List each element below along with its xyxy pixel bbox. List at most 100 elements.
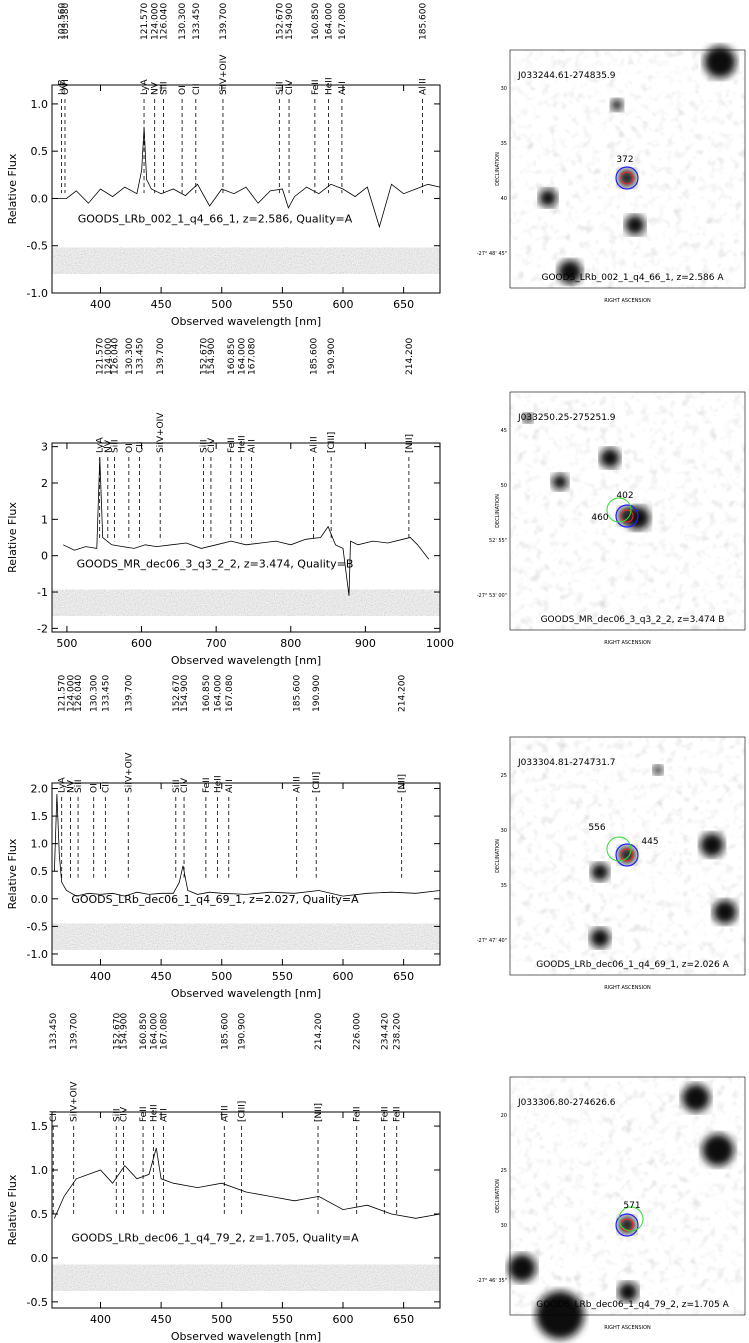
ion-label: HeII <box>325 77 335 95</box>
cutout-frame <box>509 391 746 631</box>
rest-wavelength: 164.000 <box>213 675 223 712</box>
x-tick-label: 450 <box>151 970 172 983</box>
cutout-frame <box>509 1076 746 1316</box>
cutout-frame <box>509 49 746 289</box>
x-tick-label: 400 <box>90 298 111 311</box>
rest-wavelength: 139.700 <box>70 1013 80 1050</box>
y-tick-label: -0.5 <box>27 240 48 253</box>
ion-label: HeII <box>213 775 223 793</box>
rest-wavelength: 154.900 <box>180 675 190 712</box>
ion-label: AlII <box>338 81 348 95</box>
cutout-y-tick: 45 <box>501 428 507 434</box>
y-tick-label: 1.5 <box>31 1120 49 1133</box>
source-blob <box>653 765 663 775</box>
ion-label: AlII <box>160 1108 170 1122</box>
object-id: J033304.81-274731.7 <box>517 758 616 768</box>
rest-wavelength: 124.000 <box>67 675 77 712</box>
ion-label: FeII <box>202 777 212 793</box>
y-tick-label: -1.0 <box>27 287 48 300</box>
ion-label: FeII <box>393 1106 403 1122</box>
y-axis-title: Relative Flux <box>6 502 19 573</box>
spectrum-line <box>52 127 441 229</box>
x-tick-label: 650 <box>393 1313 414 1326</box>
cutout-label: GOODS_MR_dec06_3_q3_2_2, z=3.474 B <box>541 615 725 625</box>
annotation: GOODS_LRb_002_1_q4_66_1, z=2.586, Qualit… <box>78 212 353 225</box>
x-axis-title: Observed wavelength [nm] <box>171 987 321 1000</box>
y-tick-label: 1.5 <box>31 810 49 823</box>
target-circle <box>620 171 634 185</box>
rest-wavelength: 154.900 <box>120 1013 130 1050</box>
rest-wavelength: 185.600 <box>419 3 429 40</box>
rest-wavelength: 185.600 <box>220 1013 230 1050</box>
rest-wavelength: 226.000 <box>353 1013 363 1050</box>
rest-wavelength: 130.300 <box>90 675 100 712</box>
marker-label: 402 <box>616 491 633 501</box>
cutout-y-tick: 30 <box>501 1223 507 1229</box>
rest-wavelength: 152.670 <box>112 1013 122 1050</box>
rest-wavelength: 160.850 <box>311 3 321 40</box>
x-tick-label: 550 <box>272 298 293 311</box>
ion-label: CII <box>49 1110 59 1122</box>
rest-wavelength: 238.200 <box>393 1013 403 1050</box>
ion-label: CIV <box>120 1106 130 1122</box>
rest-wavelength: 121.570 <box>96 338 106 375</box>
x-tick-label: 1000 <box>426 637 454 650</box>
ion-label: SiII <box>112 1108 122 1122</box>
cutout-y-tick: 40 <box>501 196 507 202</box>
x-tick-label: 550 <box>272 970 293 983</box>
cutout-y-tick: 52' 55" <box>489 538 507 544</box>
object-id: J033250.25-275251.9 <box>517 413 616 423</box>
y-tick-label: -1 <box>37 586 48 599</box>
source-blob <box>625 215 645 235</box>
y-tick-label: 0.5 <box>31 1208 49 1221</box>
rest-wavelength: 121.570 <box>58 675 68 712</box>
rest-wavelength: 124.000 <box>104 338 114 375</box>
y-tick-label: 0.0 <box>31 192 49 205</box>
cutout-x-title: RIGHT ASCENSION <box>604 640 651 646</box>
marker-label: 571 <box>623 1201 640 1211</box>
cutout-y-tick: 35 <box>501 883 507 889</box>
rest-wavelength: 133.450 <box>49 1013 59 1050</box>
cutout-x-title: RIGHT ASCENSION <box>604 985 651 991</box>
ion-label: AlIII <box>309 436 319 453</box>
ion-label: SiIV+OIV <box>219 54 229 95</box>
ion-label: HeII <box>237 435 247 453</box>
ion-label: SiII <box>172 779 182 793</box>
ion-label: SiII <box>111 439 121 453</box>
rest-wavelength: 152.670 <box>172 675 182 712</box>
rest-wavelength: 126.040 <box>111 338 121 375</box>
x-tick-label: 650 <box>393 970 414 983</box>
x-tick-label: 800 <box>280 637 301 650</box>
rest-wavelength: 139.700 <box>219 3 229 40</box>
rest-wavelength: 139.700 <box>124 675 134 712</box>
rest-wavelength: 164.000 <box>149 1013 159 1050</box>
source-blob <box>591 863 609 881</box>
ion-label: SiII <box>74 779 84 793</box>
rest-wavelength: 164.000 <box>237 338 247 375</box>
y-tick-label: 0.5 <box>31 145 49 158</box>
cutout-y-tick: 35 <box>501 141 507 147</box>
ion-label: HeII <box>149 1104 159 1122</box>
y-axis-title: Relative Flux <box>6 153 19 224</box>
y-tick-label: -0.5 <box>27 920 48 933</box>
y-tick-label: 3 <box>41 441 48 454</box>
ion-label: [CIII] <box>327 432 337 453</box>
y-tick-label: -0.5 <box>27 1296 48 1309</box>
spectrum-line <box>54 793 441 897</box>
ion-label: OI <box>125 443 135 453</box>
ion-label: FeII <box>380 1106 390 1122</box>
y-tick-label: 0.5 <box>31 865 49 878</box>
x-tick-label: 550 <box>272 1313 293 1326</box>
y-tick-label: 1.0 <box>31 98 49 111</box>
rest-wavelength: 167.080 <box>160 1013 170 1050</box>
marker-label: 556 <box>588 823 605 833</box>
cutout-y-tick: 25 <box>501 773 507 779</box>
ion-label: CIV <box>285 79 295 95</box>
ion-label: SiII <box>199 439 209 453</box>
cutout-y-title: DECLINATION <box>495 494 501 528</box>
x-tick-label: 650 <box>393 298 414 311</box>
rest-wavelength: 190.900 <box>238 1013 248 1050</box>
rest-wavelength: 133.450 <box>135 338 145 375</box>
source-blob <box>539 189 557 207</box>
